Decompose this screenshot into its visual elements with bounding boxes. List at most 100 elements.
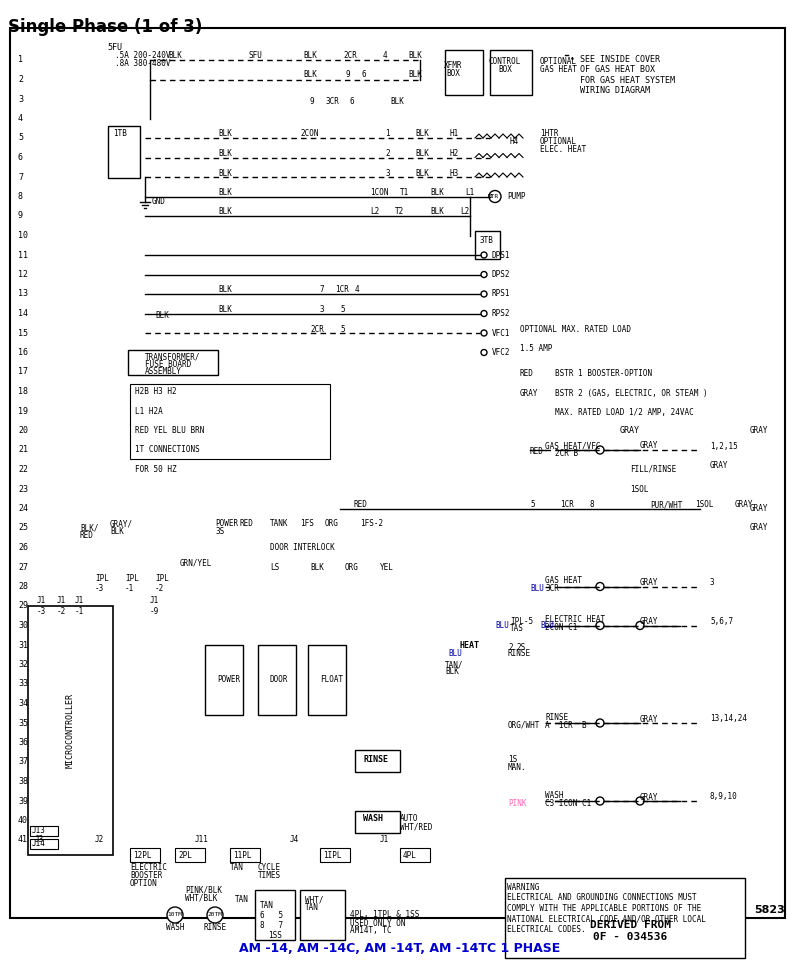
Text: BSTR 1 BOOSTER-OPTION: BSTR 1 BOOSTER-OPTION <box>555 370 652 378</box>
Text: IPL-5: IPL-5 <box>510 617 533 626</box>
Text: 19: 19 <box>18 406 28 416</box>
Text: BLK: BLK <box>415 129 429 139</box>
Text: 2: 2 <box>385 149 390 158</box>
Text: TAS: TAS <box>510 624 524 633</box>
Text: 1CR: 1CR <box>560 500 574 509</box>
Text: WASH: WASH <box>166 923 184 931</box>
Text: 1.5 AMP: 1.5 AMP <box>520 344 552 353</box>
Text: J1
-2: J1 -2 <box>57 596 66 616</box>
Text: 5: 5 <box>340 324 345 334</box>
Text: 40: 40 <box>18 816 28 825</box>
Text: OPTION: OPTION <box>130 879 158 889</box>
Text: BLK: BLK <box>445 667 459 676</box>
Text: 10: 10 <box>18 231 28 240</box>
Text: 1T CONNECTIONS: 1T CONNECTIONS <box>135 446 200 455</box>
Circle shape <box>481 311 487 317</box>
Text: RED: RED <box>530 448 544 456</box>
Text: 33: 33 <box>18 679 28 688</box>
Text: 10TM: 10TM <box>167 913 182 918</box>
Text: RINSE: RINSE <box>363 755 388 763</box>
Circle shape <box>596 583 604 591</box>
Text: TIMES: TIMES <box>258 870 281 879</box>
Text: BLK: BLK <box>303 70 317 79</box>
Text: 1S: 1S <box>508 756 518 764</box>
Text: TRANSFORMER/: TRANSFORMER/ <box>145 353 201 362</box>
Circle shape <box>636 797 644 805</box>
Text: 1SS: 1SS <box>268 930 282 940</box>
Bar <box>355 811 400 833</box>
Text: PUMP: PUMP <box>507 192 526 201</box>
Text: TAN: TAN <box>230 864 244 872</box>
Text: J1
-1: J1 -1 <box>75 596 84 616</box>
Text: J1: J1 <box>380 836 390 844</box>
Text: BLK: BLK <box>415 149 429 158</box>
Circle shape <box>636 621 644 629</box>
Text: 16: 16 <box>18 348 28 357</box>
Text: RINSE: RINSE <box>508 649 531 658</box>
Text: GRAY: GRAY <box>640 714 658 724</box>
Text: 5: 5 <box>530 500 534 509</box>
Text: PUR/WHT: PUR/WHT <box>650 500 682 509</box>
Text: GRAY: GRAY <box>640 617 658 626</box>
Text: BLK: BLK <box>303 50 317 60</box>
Text: FOR 50 HZ: FOR 50 HZ <box>135 465 177 474</box>
Text: ELEC. HEAT: ELEC. HEAT <box>540 145 586 153</box>
Text: WHT/: WHT/ <box>305 896 323 904</box>
Text: 6   5: 6 5 <box>260 911 283 920</box>
Text: BLK: BLK <box>218 305 232 314</box>
Text: VFC2: VFC2 <box>492 348 510 357</box>
Text: TAN: TAN <box>305 903 319 913</box>
Circle shape <box>481 252 487 258</box>
Bar <box>255 890 295 940</box>
Text: BLK: BLK <box>218 149 232 158</box>
Text: GRAY: GRAY <box>750 504 769 513</box>
Bar <box>320 848 350 862</box>
Text: GRAY: GRAY <box>640 792 658 802</box>
Text: 37: 37 <box>18 758 28 766</box>
Text: BOOSTER: BOOSTER <box>130 871 162 880</box>
Text: BLK: BLK <box>408 50 422 60</box>
Text: T1: T1 <box>400 188 410 197</box>
Text: WARNING
ELECTRICAL AND GROUNDING CONNECTIONS MUST
COMPLY WITH THE APPLICABLE POR: WARNING ELECTRICAL AND GROUNDING CONNECT… <box>507 883 706 933</box>
Text: H1: H1 <box>450 129 459 139</box>
Text: 35: 35 <box>18 719 28 728</box>
Text: 6: 6 <box>350 96 354 105</box>
Text: AM -14, AM -14C, AM -14T, AM -14TC 1 PHASE: AM -14, AM -14C, AM -14T, AM -14TC 1 PHA… <box>239 942 561 955</box>
Text: 9: 9 <box>345 70 350 79</box>
Text: OPTIONAL MAX. RATED LOAD: OPTIONAL MAX. RATED LOAD <box>520 324 631 334</box>
Circle shape <box>207 907 223 923</box>
Text: WHT/BLK: WHT/BLK <box>185 894 218 902</box>
Text: GAS HEAT: GAS HEAT <box>540 66 577 74</box>
Text: RED YEL BLU BRN: RED YEL BLU BRN <box>135 426 204 435</box>
Text: J13: J13 <box>32 826 46 835</box>
Bar <box>128 349 218 374</box>
Text: 1: 1 <box>18 56 23 65</box>
Text: IPL
-2: IPL -2 <box>155 574 169 593</box>
Circle shape <box>167 907 183 923</box>
Text: J4: J4 <box>290 836 299 844</box>
Text: GAS HEAT/VFC: GAS HEAT/VFC <box>545 442 601 451</box>
Text: BOX: BOX <box>446 69 460 77</box>
Text: BLK: BLK <box>218 286 232 294</box>
Text: 8: 8 <box>18 192 23 201</box>
Text: L2: L2 <box>370 207 379 216</box>
Text: POWER: POWER <box>217 676 240 684</box>
Text: BLK: BLK <box>430 188 444 197</box>
Text: AUTO: AUTO <box>400 814 418 823</box>
Text: 3CR: 3CR <box>325 96 339 105</box>
Text: DOOR: DOOR <box>270 676 289 684</box>
Bar <box>175 848 205 862</box>
Text: 3S: 3S <box>215 527 224 536</box>
Text: 25: 25 <box>18 523 28 533</box>
Text: GRAY: GRAY <box>710 461 729 470</box>
Text: 8,9,10: 8,9,10 <box>710 792 738 802</box>
Text: GND: GND <box>152 197 166 206</box>
Text: 13,14,24: 13,14,24 <box>710 714 747 724</box>
Circle shape <box>596 446 604 454</box>
Text: 3: 3 <box>18 95 23 103</box>
Text: 28: 28 <box>18 582 28 591</box>
Text: FUSE BOARD: FUSE BOARD <box>145 360 191 369</box>
Text: 3CR: 3CR <box>545 584 559 593</box>
Text: T2: T2 <box>395 207 404 216</box>
Text: J14: J14 <box>32 839 46 848</box>
